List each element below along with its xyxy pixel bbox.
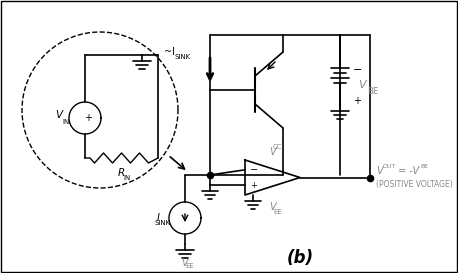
Text: IN: IN [62,119,70,125]
Text: +: + [250,181,257,190]
Text: EE: EE [185,263,194,269]
Text: V: V [269,202,276,212]
Text: BE: BE [367,88,378,96]
Text: SINK: SINK [175,54,191,60]
Text: −: − [353,65,362,75]
Text: IN: IN [123,175,130,181]
Text: +: + [84,113,92,123]
Text: V: V [376,167,382,177]
Text: (b): (b) [286,249,314,267]
Text: ~I: ~I [164,47,175,57]
Text: = -V: = -V [395,167,419,177]
Text: OUT: OUT [383,164,396,169]
Text: V: V [269,147,276,157]
Text: EE: EE [273,209,282,215]
Text: I: I [157,213,160,223]
Text: V: V [182,258,188,268]
Text: V: V [55,110,63,120]
Text: CC: CC [273,144,282,150]
Text: −: − [250,165,258,175]
Text: V: V [358,80,365,90]
Text: R: R [118,168,125,178]
Text: +: + [353,96,361,106]
Text: SINK: SINK [155,220,171,226]
Text: BE: BE [420,164,428,169]
Text: (POSITIVE VOLTAGE): (POSITIVE VOLTAGE) [376,180,453,189]
